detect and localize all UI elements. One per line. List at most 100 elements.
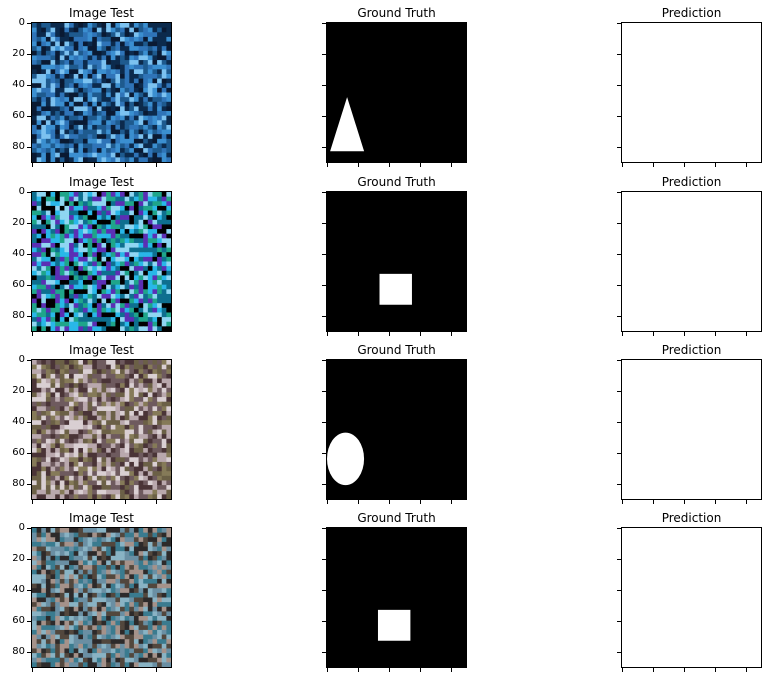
y-tick — [617, 316, 621, 317]
image-pixel — [82, 611, 89, 617]
image-pixel — [69, 41, 75, 47]
image-pixel — [143, 364, 149, 370]
image-pixel — [120, 219, 126, 226]
image-pixel — [143, 401, 149, 407]
y-tick — [27, 23, 31, 24]
image-pixel — [129, 224, 135, 230]
x-tick — [684, 332, 685, 336]
image-pixel — [101, 143, 107, 149]
image-pixel — [120, 653, 126, 659]
image-pixel — [166, 50, 171, 57]
image-pixel — [152, 475, 158, 482]
image-pixel — [87, 588, 93, 594]
y-tick — [322, 590, 326, 591]
image-pixel — [73, 266, 79, 272]
image-pixel — [138, 471, 144, 477]
image-pixel — [133, 528, 140, 534]
image-pixel — [129, 457, 135, 463]
image-pixel — [82, 312, 89, 318]
image-pixel — [82, 266, 89, 272]
image-pixel — [101, 401, 107, 407]
image-pixel — [87, 293, 93, 300]
image-pixel — [152, 392, 158, 398]
image-pixel — [157, 148, 163, 154]
image-pixel — [73, 312, 79, 318]
image-pixel — [69, 448, 75, 454]
image-pixel — [73, 50, 79, 57]
image-pixel — [157, 83, 163, 89]
image-pixel — [143, 152, 149, 158]
image-pixel — [120, 639, 126, 645]
image-pixel — [96, 252, 103, 258]
image-pixel — [36, 457, 42, 463]
image-pixel — [161, 494, 167, 499]
image-pixel — [143, 555, 149, 562]
image-pixel — [138, 452, 144, 458]
image-pixel — [106, 266, 112, 272]
image-pixel — [82, 369, 89, 375]
image-pixel — [115, 415, 121, 421]
image-pixel — [82, 629, 89, 636]
image-pixel — [157, 415, 163, 421]
x-tick — [358, 500, 359, 504]
y-tick — [617, 422, 621, 423]
image-pixel — [82, 452, 89, 458]
image-pixel — [45, 434, 52, 440]
image-pixel — [133, 392, 140, 398]
image-pixel — [50, 256, 56, 263]
image-pixel — [120, 569, 126, 575]
image-pixel — [138, 662, 144, 667]
image-pixel — [64, 233, 70, 239]
image-pixel — [143, 242, 149, 249]
image-pixel — [161, 78, 167, 84]
image-pixel — [73, 560, 79, 566]
image-pixel — [96, 293, 103, 300]
image-pixel — [96, 205, 103, 212]
image-pixel — [120, 360, 126, 366]
x-tick — [156, 668, 157, 672]
image-pixel — [41, 120, 47, 126]
image-pixel — [157, 648, 163, 654]
image-pixel — [92, 406, 98, 412]
image-pixel — [110, 233, 116, 239]
image-pixel — [143, 41, 149, 47]
image-pixel — [82, 148, 89, 154]
image-pixel — [96, 457, 103, 463]
image-pixel — [106, 424, 112, 431]
image-pixel — [157, 289, 163, 295]
image-pixel — [78, 537, 84, 543]
image-pixel — [115, 471, 121, 477]
image-pixel — [161, 448, 167, 454]
image-pixel — [120, 602, 126, 608]
image-pixel — [45, 662, 52, 667]
image-pixel — [133, 560, 140, 566]
image-pixel — [120, 397, 126, 403]
image-pixel — [115, 443, 121, 449]
image-pixel — [133, 397, 140, 403]
image-pixel — [120, 588, 126, 594]
image-pixel — [143, 229, 149, 235]
image-pixel — [73, 36, 79, 43]
image-pixel — [73, 280, 79, 286]
image-pixel — [41, 326, 47, 331]
image-pixel — [133, 583, 140, 589]
image-pixel — [161, 364, 167, 370]
image-pixel — [45, 321, 52, 327]
image-pixel — [64, 242, 70, 249]
image-pixel — [152, 461, 158, 468]
y-tick — [322, 192, 326, 193]
image-pixel — [161, 461, 167, 468]
image-pixel — [36, 560, 42, 566]
image-pixel — [50, 494, 56, 499]
image-pixel — [36, 64, 42, 70]
image-pixel — [45, 111, 52, 117]
image-pixel — [110, 134, 116, 140]
image-pixel — [143, 489, 149, 495]
image-pixel — [73, 639, 79, 645]
image-pixel — [101, 551, 107, 557]
image-pixel — [50, 129, 56, 135]
image-pixel — [157, 653, 163, 659]
image-pixel — [101, 270, 107, 276]
image-pixel — [106, 373, 112, 380]
image-pixel — [87, 69, 93, 75]
